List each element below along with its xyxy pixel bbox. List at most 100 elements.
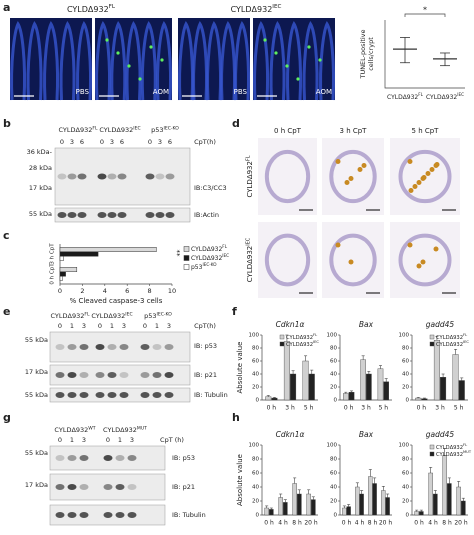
x-tick-label: 4 [103, 287, 107, 295]
bar [278, 497, 283, 516]
bar [447, 483, 452, 516]
row-label: CYLDΔ932IEC [245, 237, 254, 282]
kda-label: 17 kDa [25, 368, 48, 376]
kda-label: 17 kDa [25, 481, 48, 489]
y-tick-label: 0 [334, 513, 338, 519]
y-tick-label: 100 [249, 443, 260, 449]
legend-swatch [429, 341, 435, 347]
legend-swatch [279, 334, 285, 340]
stained-cell [335, 159, 341, 164]
y-tick-label: 60 [252, 359, 259, 365]
stained-cell [412, 184, 418, 189]
blot-band [103, 484, 113, 490]
legend-label-sup: FL [463, 443, 467, 447]
panel-label: h [232, 411, 240, 424]
y-axis-label: TUNEL-positive [359, 29, 367, 79]
legend-label-sup: MUT [463, 450, 472, 454]
y-axis-label: cells/crypt [367, 37, 375, 71]
tissue [264, 149, 311, 204]
blot-band [95, 344, 105, 350]
bar [452, 354, 459, 401]
y-tick-label: 100 [399, 443, 410, 449]
bar [290, 373, 297, 401]
legend-label-base: CYLDΔ932 [436, 445, 463, 451]
time-label: CpT(h) [194, 138, 216, 146]
chart-title: Cdkn1α [276, 430, 305, 439]
crypt-outline [10, 21, 27, 101]
tunel-spot [307, 45, 311, 49]
x-tick-label: CYLDΔ932FL [387, 92, 424, 101]
bar [442, 455, 447, 516]
lane-group: CYLDΔ932FL [50, 311, 89, 320]
lane-label: 0 [58, 322, 62, 330]
y-tick-label: 40 [252, 372, 259, 378]
blot-band [152, 392, 162, 398]
kda-label: 36 kDa- [27, 148, 53, 156]
lane-label: 3 [158, 138, 162, 146]
tunel-spot [263, 38, 267, 42]
time-label: CpT (h) [160, 436, 184, 444]
stained-cell [357, 167, 363, 172]
x-tick-label: 8 h [442, 520, 452, 527]
blot-band [127, 455, 137, 461]
y-tick-label: 60 [330, 359, 337, 365]
stained-cell [433, 246, 439, 252]
bar [59, 251, 99, 257]
stained-cell [425, 171, 431, 176]
x-tick-label: 5 h [379, 405, 389, 412]
blot-band [140, 392, 150, 398]
blot-band [95, 372, 105, 378]
bar [381, 490, 386, 516]
x-tick-label: 6 [125, 287, 129, 295]
y-tick-label: 20 [330, 499, 337, 505]
bar [59, 267, 78, 272]
legend-label-sup: FL [313, 333, 317, 337]
x-tick-label: 0 h [414, 520, 424, 527]
y-axis-label: Absolute value [236, 342, 244, 394]
bar [342, 507, 347, 516]
y-tick-label: 80 [252, 346, 259, 352]
crypt-outline [43, 21, 60, 101]
blot-band [155, 212, 165, 218]
y-tick-label: 40 [330, 372, 337, 378]
blot-band [140, 372, 150, 378]
blot-band [165, 173, 175, 180]
blot-band [77, 173, 87, 180]
blot-band [79, 455, 89, 461]
blot-band [127, 512, 137, 518]
bar [421, 398, 428, 401]
blot-band [97, 212, 107, 218]
y-tick-label: 40 [402, 372, 409, 378]
lane-label: 3 [70, 138, 74, 146]
tunel-spot [116, 51, 120, 55]
blot-band [67, 212, 77, 218]
blot-band [107, 372, 117, 378]
x-tick-label: 0 h [267, 405, 277, 412]
bar [346, 506, 351, 516]
panel-label: f [232, 305, 237, 318]
lane-group-base: CYLDΔ932 [99, 126, 133, 134]
legend-label: CYLDΔ932IEC [286, 340, 319, 347]
bar [59, 276, 63, 281]
bar [283, 502, 288, 516]
image-label: PBS [234, 88, 248, 96]
x-tick-label: 2 [80, 287, 84, 295]
significance: ** [173, 250, 181, 258]
lane-group-base: CYLDΔ932 [103, 426, 137, 434]
bar [433, 340, 440, 401]
blot-band [152, 344, 162, 350]
y-tick-label: 80 [330, 346, 337, 352]
panel-label: e [3, 305, 10, 318]
stained-cell [344, 180, 350, 185]
x-tick-label: 4 h [278, 520, 288, 527]
ib-label: IB: p53 [172, 454, 195, 462]
y-tick-label: 100 [399, 333, 410, 339]
bar [59, 247, 157, 252]
legend-swatch [279, 341, 285, 347]
blot-band [164, 344, 174, 350]
kda-label: 55 kDa [25, 336, 48, 344]
blot-band [107, 212, 117, 218]
chart-title: gadd45 [426, 430, 455, 439]
bar [372, 483, 377, 516]
crypt-outline [125, 21, 142, 101]
